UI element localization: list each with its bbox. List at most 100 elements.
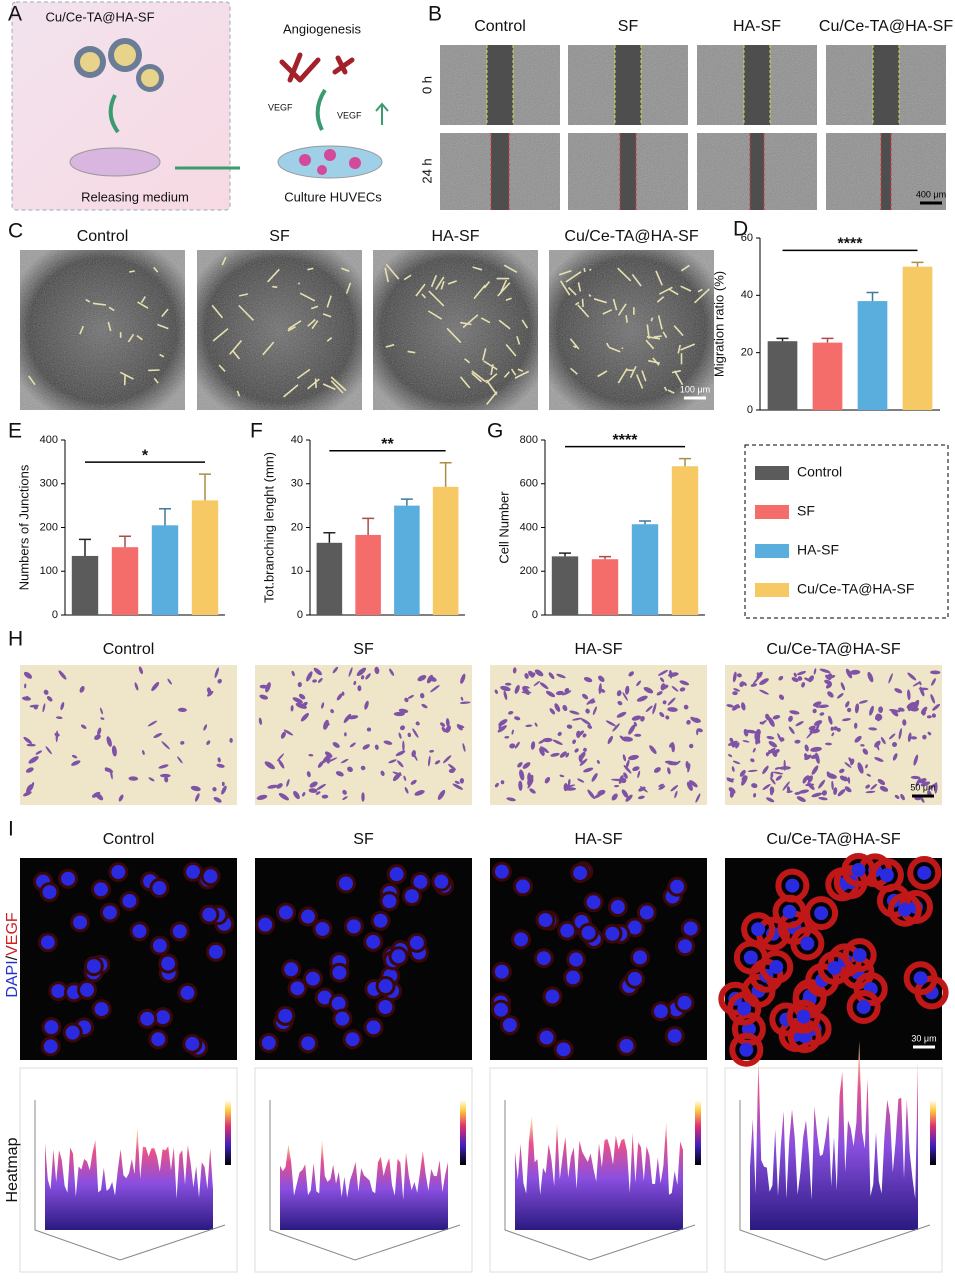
cell <box>559 774 565 778</box>
cell <box>118 794 124 802</box>
nucleus <box>391 949 406 964</box>
cell <box>888 733 896 740</box>
cell <box>865 790 876 794</box>
cell <box>667 767 671 775</box>
cell <box>836 692 844 699</box>
scale-bar-label: 30 μm <box>911 1033 936 1043</box>
nucleus <box>751 922 766 937</box>
legend-label: SF <box>797 503 815 519</box>
cell <box>830 726 835 731</box>
cell <box>349 742 356 748</box>
cell <box>762 783 771 791</box>
column-header: Control <box>103 641 155 658</box>
nucleus <box>581 925 596 940</box>
cell <box>534 669 544 677</box>
cell <box>297 682 302 688</box>
cell <box>500 780 505 785</box>
nucleus <box>61 871 76 886</box>
cell <box>545 690 556 698</box>
cell <box>524 673 529 679</box>
cell <box>58 670 67 680</box>
cell <box>194 793 200 802</box>
cell <box>874 757 884 762</box>
schematic-text: Cu/Ce-TA@HA-SF <box>45 9 154 24</box>
cell <box>766 747 776 755</box>
cell <box>494 782 499 788</box>
micrograph-texture <box>20 250 185 410</box>
row-label-part: / <box>4 955 21 960</box>
cell <box>292 697 303 704</box>
cell <box>818 796 828 801</box>
vegf-ring <box>727 991 762 1026</box>
legend-label: Cu/Ce-TA@HA-SF <box>797 581 914 597</box>
nucleus <box>315 921 330 936</box>
cell <box>426 674 434 684</box>
cell <box>743 728 749 737</box>
cell <box>315 791 321 795</box>
cell <box>554 703 561 712</box>
cell <box>695 793 701 803</box>
cell <box>818 704 829 709</box>
error-bar <box>79 538 91 556</box>
cell <box>514 684 520 694</box>
cell <box>922 711 926 716</box>
cell <box>344 732 347 737</box>
y-tick-label: 300 <box>40 478 58 490</box>
cell <box>393 711 405 717</box>
heatmap-surface <box>45 1125 213 1230</box>
cell <box>538 740 545 744</box>
cell <box>801 682 806 688</box>
scratch-gap <box>881 133 891 210</box>
column-header: HA-SF <box>733 18 781 35</box>
cell <box>918 778 927 784</box>
cell <box>99 707 104 715</box>
up-arrow <box>375 102 389 125</box>
vegf-ring <box>846 990 881 1025</box>
cell <box>812 708 817 714</box>
nucleus <box>677 995 692 1010</box>
nucleus <box>856 1000 871 1015</box>
cell <box>857 762 864 774</box>
cell <box>550 752 560 757</box>
cell <box>770 788 774 796</box>
cell <box>308 788 318 793</box>
cell <box>619 735 627 742</box>
nucleus <box>161 956 176 971</box>
cell <box>854 703 860 714</box>
bar <box>432 486 459 615</box>
cell <box>316 783 326 791</box>
cell <box>759 689 769 695</box>
cell <box>417 674 427 682</box>
cell <box>30 782 35 791</box>
cell <box>177 756 183 764</box>
cell <box>827 673 833 680</box>
cell <box>825 683 833 689</box>
cell <box>412 752 418 761</box>
nucleus <box>80 982 95 997</box>
cell <box>900 793 905 801</box>
cell <box>403 775 407 781</box>
cell <box>611 778 623 782</box>
cell <box>583 747 587 752</box>
cell <box>813 720 823 726</box>
cell <box>805 783 815 787</box>
legend-swatch <box>755 583 789 597</box>
cell <box>910 736 917 740</box>
nucleus <box>538 913 553 928</box>
cell <box>523 685 530 689</box>
row-label-part: VEGF <box>4 912 21 956</box>
y-tick-label: 400 <box>40 434 58 446</box>
nucleus <box>151 1032 166 1047</box>
scratch-gap <box>487 45 513 125</box>
cell <box>214 667 219 679</box>
cell <box>434 760 441 765</box>
bar <box>812 342 843 410</box>
cell <box>440 722 446 727</box>
cell <box>91 791 101 798</box>
cell <box>572 739 577 745</box>
cell <box>343 713 352 723</box>
y-tick-label: 800 <box>520 434 538 446</box>
nucleus <box>739 1042 754 1057</box>
cell <box>892 742 897 747</box>
cell <box>494 689 498 694</box>
